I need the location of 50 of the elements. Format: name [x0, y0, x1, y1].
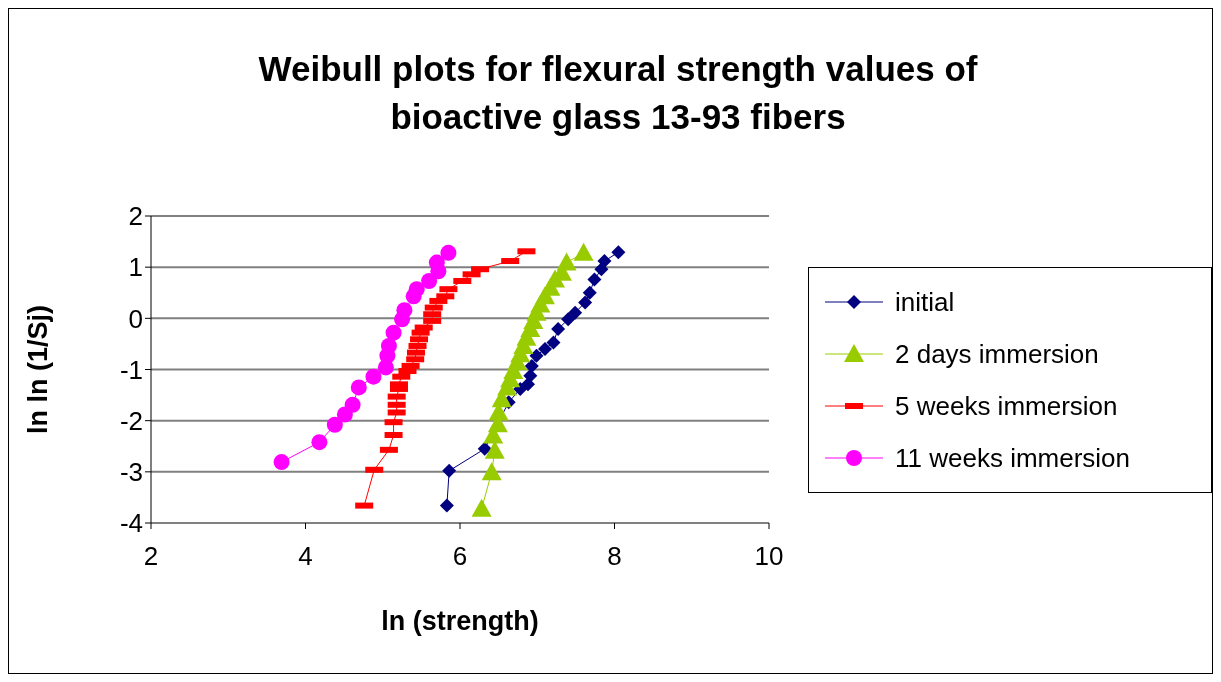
point	[477, 441, 492, 456]
x-tick-label: 6	[452, 541, 468, 572]
x-tick-label: 10	[754, 541, 784, 572]
point	[344, 396, 361, 413]
point	[611, 245, 626, 260]
legend-label: 5 weeks immersion	[895, 390, 1118, 422]
point	[311, 434, 328, 451]
point	[471, 498, 492, 517]
point	[385, 324, 402, 341]
point	[326, 416, 343, 433]
point	[396, 302, 413, 319]
point	[529, 348, 544, 363]
point	[408, 281, 425, 298]
x-axis-title: ln (strength)	[381, 606, 539, 637]
point	[582, 285, 597, 300]
point	[421, 272, 438, 289]
y-tick-label: 1	[128, 252, 143, 283]
point	[597, 254, 612, 269]
point	[523, 368, 538, 383]
y-tick-label: -3	[119, 457, 143, 488]
point	[587, 272, 602, 287]
point	[561, 312, 576, 327]
y-tick-label: -2	[119, 405, 143, 436]
legend-label: 2 days immersion	[895, 338, 1099, 370]
point	[537, 342, 552, 357]
point	[546, 335, 561, 350]
point	[380, 337, 397, 354]
point	[481, 462, 502, 481]
y-tick-label: -1	[119, 354, 143, 385]
point	[442, 463, 457, 478]
point	[573, 242, 594, 261]
point	[556, 252, 577, 271]
point	[350, 379, 367, 396]
point	[440, 244, 457, 261]
point	[273, 454, 290, 471]
legend-label: 11 weeks immersion	[895, 442, 1131, 474]
point	[578, 295, 593, 310]
y-tick-label: -4	[119, 508, 143, 539]
y-tick-label: 2	[128, 201, 143, 232]
x-tick-label: 8	[607, 541, 622, 572]
x-tick-label: 4	[298, 541, 313, 572]
y-axis-title: ln ln (1/Sj)	[22, 304, 53, 435]
point	[365, 368, 382, 385]
point	[524, 358, 539, 373]
legend-label: initial	[895, 286, 955, 318]
chart-title: Weibull plots for flexural strength values of bioactive glass 13-93 fibers	[257, 48, 979, 138]
point	[551, 322, 566, 337]
y-tick-label: 0	[128, 303, 143, 334]
point	[439, 498, 454, 513]
point	[568, 305, 583, 320]
